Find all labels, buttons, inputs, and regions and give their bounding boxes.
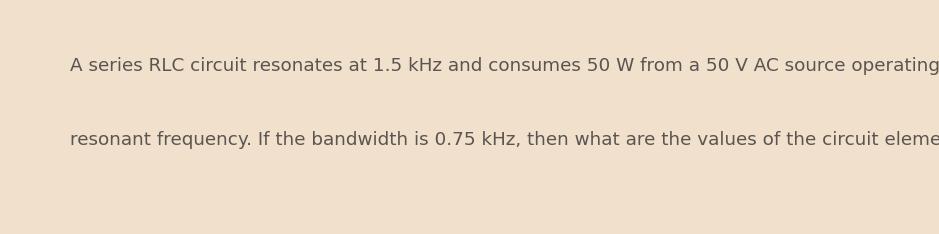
Text: A series RLC circuit resonates at 1.5 kHz and consumes 50 W from a 50 V AC sourc: A series RLC circuit resonates at 1.5 kH… — [70, 57, 939, 74]
Text: resonant frequency. If the bandwidth is 0.75 kHz, then what are the values of th: resonant frequency. If the bandwidth is … — [70, 132, 939, 149]
